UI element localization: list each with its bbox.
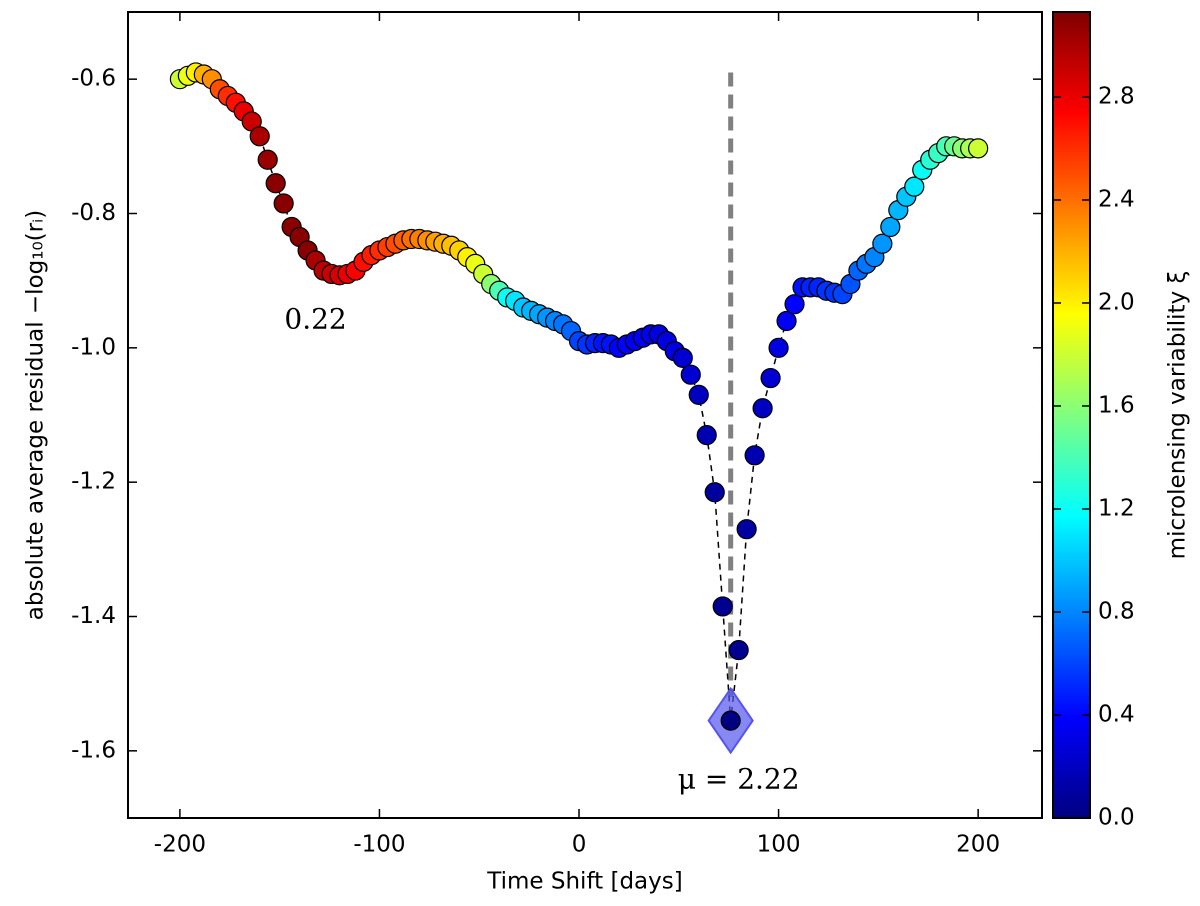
plot-frame <box>127 11 1043 819</box>
data-point <box>704 482 725 503</box>
y-tick-label: -1.2 <box>71 469 116 495</box>
data-point <box>776 310 797 332</box>
colorbar-tick-label: 1.2 <box>1098 495 1135 521</box>
connecting-line <box>179 71 979 721</box>
colorbar-tick-label: 0.0 <box>1098 805 1135 831</box>
data-point <box>672 347 693 369</box>
data-point <box>880 216 901 238</box>
x-tick-label: 200 <box>956 832 1000 858</box>
data-point <box>904 176 925 197</box>
data-point <box>768 337 789 358</box>
data-point <box>257 149 278 170</box>
data-point <box>968 138 989 159</box>
data-point <box>265 173 286 194</box>
data-point <box>872 233 893 254</box>
colorbar-label: microlensing variability ξ <box>1165 271 1191 560</box>
annotation: μ = 2.22 <box>678 763 800 796</box>
colorbar-tick-label: 0.4 <box>1098 701 1135 727</box>
y-axis-label: absolute average residual −log₁₀(rᵢ) <box>23 210 49 620</box>
data-point <box>273 193 294 214</box>
colorbar-tick-label: 1.6 <box>1098 392 1135 418</box>
y-tick-label: -0.8 <box>71 200 116 226</box>
colorbar-tick-label: 0.8 <box>1098 598 1135 624</box>
x-tick-label: -100 <box>353 832 405 858</box>
data-point <box>680 364 701 385</box>
colorbar-tick-label: 2.4 <box>1098 186 1135 212</box>
data-point <box>688 384 709 405</box>
data-point <box>712 596 733 617</box>
data-point <box>752 398 773 419</box>
y-tick-label: -1.0 <box>71 334 116 360</box>
data-point <box>760 367 781 389</box>
data-point <box>784 294 805 315</box>
data-point <box>736 519 757 540</box>
data-point <box>696 425 717 446</box>
data-point <box>720 710 741 731</box>
data-point <box>728 639 749 661</box>
y-tick-label: -1.4 <box>71 603 116 629</box>
colorbar <box>1052 11 1091 819</box>
x-tick-label: 100 <box>757 832 801 858</box>
x-tick-label: 0 <box>572 832 587 858</box>
y-tick-label: -0.6 <box>71 66 116 92</box>
x-axis-label: Time Shift [days] <box>486 869 682 895</box>
colorbar-tick-label: 2.8 <box>1098 83 1135 109</box>
y-tick-label: -1.6 <box>71 737 116 763</box>
data-point <box>249 126 270 147</box>
data-point <box>744 445 765 466</box>
x-tick-label: -200 <box>154 832 206 858</box>
annotation: 0.22 <box>284 302 346 335</box>
colorbar-tick-label: 2.0 <box>1098 289 1135 315</box>
